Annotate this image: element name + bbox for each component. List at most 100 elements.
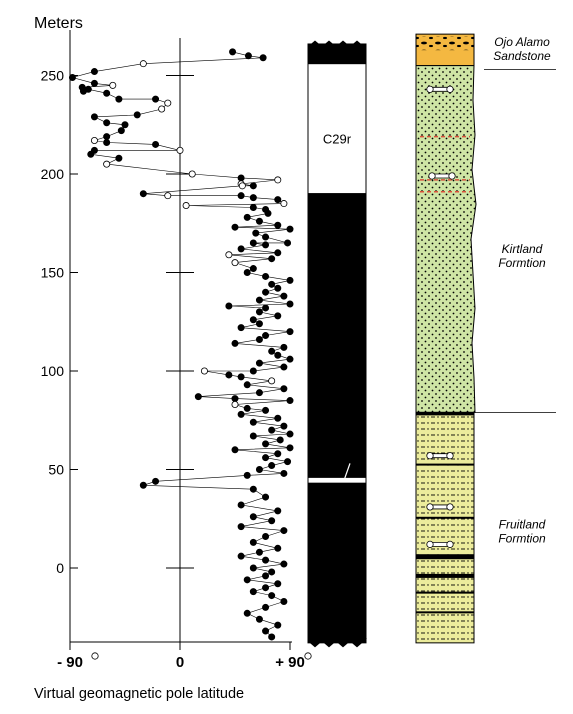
vgp-point-normal xyxy=(262,233,270,241)
vgp-point-normal xyxy=(249,182,257,190)
vgp-point-normal xyxy=(268,426,276,434)
x-tick-label: - 90 xyxy=(57,654,83,671)
vgp-point-reversed xyxy=(90,137,98,145)
vgp-point-normal xyxy=(243,213,251,221)
vgp-point-normal xyxy=(284,458,292,466)
vgp-point-normal xyxy=(103,138,111,146)
vgp-point-normal xyxy=(274,507,282,515)
vgp-point-normal xyxy=(68,73,76,81)
vgp-point-reversed xyxy=(158,105,166,113)
y-tick-label: 0 xyxy=(56,560,64,576)
vgp-point-normal xyxy=(286,444,294,452)
vgp-point-normal xyxy=(255,296,263,304)
vgp-point-normal xyxy=(259,54,267,62)
vgp-point-normal xyxy=(274,312,282,320)
vgp-point-reversed xyxy=(103,160,111,168)
vgp-series-line xyxy=(71,51,291,638)
vgp-point-normal xyxy=(268,633,276,641)
bone-icon-end xyxy=(446,540,454,548)
x-axis-open-circle-marker xyxy=(91,652,99,660)
coal-bed xyxy=(416,591,474,594)
vgp-point-reversed xyxy=(164,99,172,107)
vgp-point-reversed xyxy=(200,367,208,375)
formation-label: Formtion xyxy=(498,256,546,270)
dot-pattern xyxy=(416,65,476,413)
bone-icon-end xyxy=(446,85,454,93)
vgp-point-normal xyxy=(274,580,282,588)
vgp-point-normal xyxy=(262,603,270,611)
vgp-point-normal xyxy=(268,280,276,288)
vgp-point-normal xyxy=(90,68,98,76)
vgp-point-normal xyxy=(231,339,239,347)
vgp-point-normal xyxy=(262,272,270,280)
vgp-point-normal xyxy=(255,320,263,328)
vgp-point-normal xyxy=(280,422,288,430)
chart-title: Meters xyxy=(34,15,83,32)
vgp-point-normal xyxy=(255,335,263,343)
vgp-point-reversed xyxy=(231,259,239,267)
vgp-point-normal xyxy=(243,268,251,276)
vgp-point-normal xyxy=(274,621,282,629)
vgp-point-reversed xyxy=(225,251,233,259)
coal-bed xyxy=(416,554,474,560)
vgp-point-normal xyxy=(243,404,251,412)
vgp-point-normal xyxy=(274,414,282,422)
vgp-point-normal xyxy=(286,397,294,405)
vgp-point-normal xyxy=(262,493,270,501)
vgp-point-normal xyxy=(90,113,98,121)
vgp-point-normal xyxy=(103,133,111,141)
vgp-point-normal xyxy=(194,393,202,401)
vgp-point-normal xyxy=(237,552,245,560)
vgp-point-normal xyxy=(274,450,282,458)
vgp-point-normal xyxy=(268,347,276,355)
vgp-point-normal xyxy=(133,111,141,119)
x-axis: - 90 0 + 90 xyxy=(57,641,312,671)
vgp-point-normal xyxy=(252,229,260,237)
chron-label: C30r xyxy=(328,446,355,460)
vgp-point-normal xyxy=(231,395,239,403)
vgp-point-normal xyxy=(274,351,282,359)
vgp-point-normal xyxy=(284,239,292,247)
vgp-point-normal xyxy=(152,95,160,103)
y-tick-label: 150 xyxy=(41,265,65,281)
vgp-point-normal xyxy=(255,217,263,225)
vgp-point-normal xyxy=(249,316,257,324)
y-axis: 250 200 150 100 50 0 xyxy=(41,30,194,642)
vgp-point-normal xyxy=(268,568,276,576)
vgp-point-reversed xyxy=(238,182,246,190)
vgp-point-normal xyxy=(280,597,288,605)
vgp-point-normal xyxy=(225,302,233,310)
vgp-point-normal xyxy=(274,196,282,204)
vgp-point-normal xyxy=(276,436,284,444)
formation-label: Fruitland xyxy=(499,518,546,532)
vgp-point-normal xyxy=(255,548,263,556)
vgp-point-reversed xyxy=(139,60,147,68)
vgp-point-normal xyxy=(262,288,270,296)
vgp-point-normal xyxy=(87,150,95,158)
chron-c30n xyxy=(307,193,367,478)
vgp-point-normal xyxy=(231,446,239,454)
y-tick-label: 250 xyxy=(41,68,65,84)
coal-bed xyxy=(416,573,474,578)
vgp-series-points xyxy=(68,48,294,641)
vgp-point-normal xyxy=(264,209,272,217)
vgp-point-normal xyxy=(274,284,282,292)
polarity-column: C29n C29r C30n C30r C31n xyxy=(307,40,367,648)
vgp-point-normal xyxy=(274,544,282,552)
bone-icon-end xyxy=(448,172,456,180)
vgp-point-normal xyxy=(244,52,252,60)
vgp-point-normal xyxy=(249,194,257,202)
vgp-point-normal xyxy=(262,332,270,340)
formation-label: Formtion xyxy=(498,532,546,546)
vgp-point-normal xyxy=(249,203,257,211)
vgp-point-normal xyxy=(286,328,294,336)
vgp-point-normal xyxy=(249,418,257,426)
gravel-pattern xyxy=(416,36,474,51)
vgp-point-normal xyxy=(268,255,276,263)
vgp-point-normal xyxy=(237,174,245,182)
dash-pattern xyxy=(416,412,474,643)
x-axis-open-circle-marker xyxy=(304,652,312,660)
vgp-point-normal xyxy=(286,355,294,363)
vgp-point-normal xyxy=(249,265,257,273)
